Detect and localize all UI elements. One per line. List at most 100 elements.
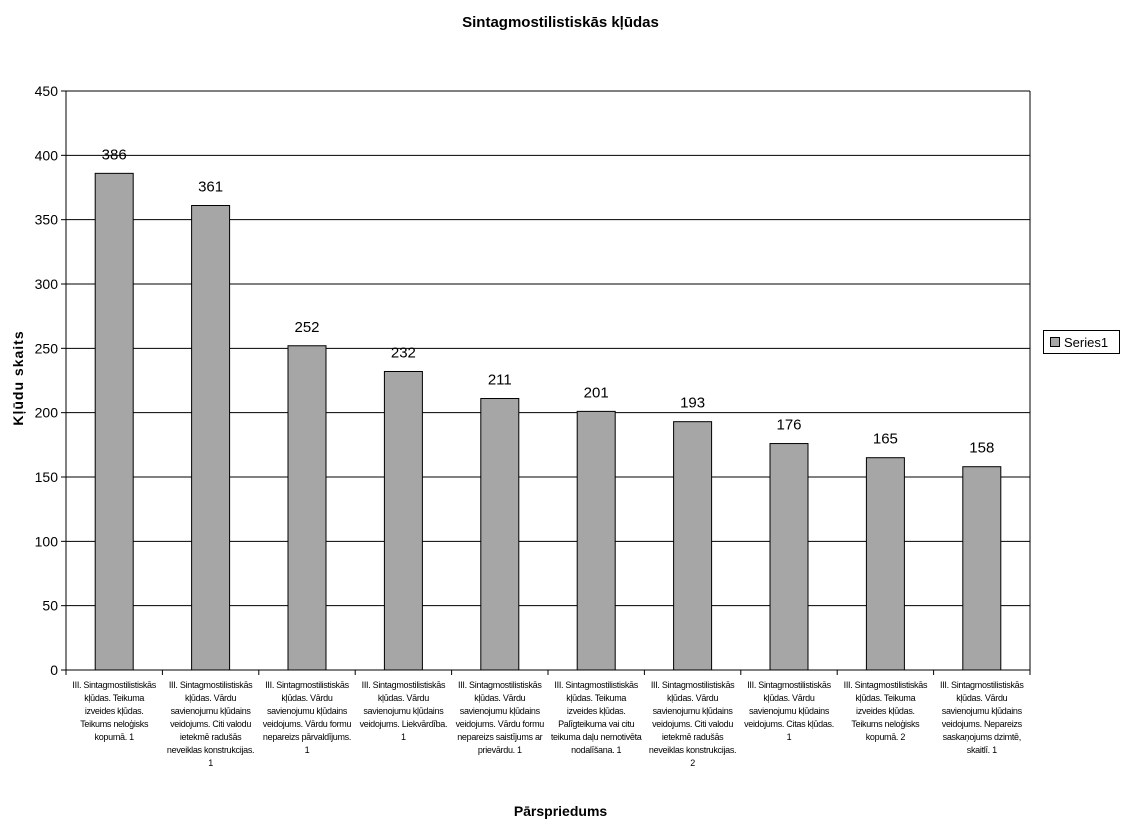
x-category-label-line: saskaņojums dzimtē, xyxy=(942,732,1022,742)
x-category-label-line: savienojumu kļūdains xyxy=(363,706,444,716)
x-category-label-line: kļūdas. Teikuma xyxy=(84,693,145,703)
x-category-label-line: kļūdas. Vārdu xyxy=(667,693,719,703)
x-category-label: III. Sintagmostilistiskās kļūdas. Vārdu sa… xyxy=(740,679,838,744)
x-category-label-line: kopumā. 2 xyxy=(865,732,906,742)
x-category-label-line: kļūdas. Vārdu xyxy=(763,693,815,703)
x-category-label: III. Sintagmostilistiskās kļūdas. Teikuma… xyxy=(836,679,934,744)
x-category-label-line: veidojums. Vārdu formu xyxy=(262,719,352,729)
x-category-label-line: 1 xyxy=(208,758,213,768)
bar xyxy=(673,421,713,671)
y-tick-label: 0 xyxy=(50,662,58,678)
x-category-label-line: veidojums. Vārdu formu xyxy=(455,719,545,729)
x-category-label-line: 1 xyxy=(786,732,792,742)
data-label: 165 xyxy=(873,431,898,448)
data-label: 211 xyxy=(488,372,512,389)
x-category-label-line: izveides kļūdas. xyxy=(84,706,144,716)
y-tick-label: 400 xyxy=(35,147,59,163)
bar xyxy=(480,398,520,671)
x-category-label-line: savienojumu kļūdains xyxy=(459,706,540,716)
x-category-label: III. Sintagmostilistiskās kļūdas. Vārdu sa… xyxy=(258,679,356,757)
bar xyxy=(287,345,327,671)
x-category-label-line: III. Sintagmostilistiskās xyxy=(940,680,1024,690)
x-category-label-line: 1 xyxy=(304,745,310,755)
x-category-label-line: Teikums neloģisks xyxy=(80,719,149,729)
x-category-label-line: savienojumu kļūdains xyxy=(941,706,1022,716)
x-category-label-line: III. Sintagmostilistiskās xyxy=(168,680,253,690)
x-category-label-line: teikuma daļu nemotivēta xyxy=(550,732,642,742)
data-label: 232 xyxy=(391,344,416,361)
x-category-label: III. Sintagmostilistiskās kļūdas. Vārdu sa… xyxy=(162,679,260,770)
x-category-label: III. Sintagmostilistiskās kļūdas. Vārdu sa… xyxy=(933,679,1031,757)
bars xyxy=(94,172,1002,671)
y-tick-label: 50 xyxy=(42,598,58,614)
y-tick-label: 350 xyxy=(35,212,59,228)
x-category-label-line: ietekmē radušās xyxy=(661,732,724,742)
y-tick-label: 450 xyxy=(35,83,59,99)
x-category-label-line: kļūdas. Teikuma xyxy=(855,693,916,703)
x-category-label-line: savienojumu kļūdains xyxy=(266,706,348,716)
x-category-label-line: Teikums neloģisks xyxy=(851,719,920,729)
x-category-label-line: nepareizs saistījums ar xyxy=(457,732,543,742)
bar xyxy=(94,172,134,671)
data-label: 193 xyxy=(680,395,705,412)
y-tick-label: 200 xyxy=(35,405,59,421)
bar xyxy=(191,205,231,671)
x-category-label-line: veidojums. Liekvārdība. xyxy=(359,719,448,729)
x-category-label: III. Sintagmostilistiskās kļūdas. Teikuma… xyxy=(547,679,645,757)
x-category-label-line: III. Sintagmostilistiskās xyxy=(72,680,156,690)
y-tick-labels: 0 50 100 150 200 250 300 350 400 450 xyxy=(35,83,59,678)
x-category-label-line: nodalīšana. 1 xyxy=(571,745,622,755)
legend: Series1 xyxy=(1043,330,1120,354)
x-category-label-line: III. Sintagmostilistiskās xyxy=(843,680,928,690)
y-tick-label: 250 xyxy=(35,340,59,356)
legend-series-label: Series1 xyxy=(1064,334,1109,350)
x-category-label-line: izveides kļūdas. xyxy=(566,706,626,716)
x-category-label-line: kļūdas. Vārdu xyxy=(956,693,1008,703)
bar xyxy=(769,443,809,671)
data-labels: 386 361 252 232 211 201 193 176 165 158 xyxy=(102,146,995,456)
x-category-label: III. Sintagmostilistiskās kļūdas. Vārdu sa… xyxy=(644,679,742,770)
data-label: 252 xyxy=(294,319,319,336)
chart-title: Sintagmostilistiskās kļūdas xyxy=(462,14,659,31)
x-category-label-line: III. Sintagmostilistiskās xyxy=(361,680,446,690)
x-category-label-line: skaitlī. 1 xyxy=(966,745,997,755)
x-category-label: III. Sintagmostilistiskās kļūdas. Vārdu sa… xyxy=(354,679,452,744)
x-category-label-line: 2 xyxy=(690,758,695,768)
x-category-label-line: neveiklas konstrukcijas. xyxy=(166,745,255,755)
x-category-label-line: kļūdas. Teikuma xyxy=(566,693,627,703)
data-label: 176 xyxy=(776,417,801,434)
x-category-label: III. Sintagmostilistiskās kļūdas. Vārdu sa… xyxy=(451,679,549,757)
x-category-label-line: kopumā. 1 xyxy=(94,732,135,742)
bar xyxy=(962,466,1002,671)
x-category-label-line: veidojums. Citi valodu xyxy=(170,719,252,729)
x-category-label-line: prievārdu. 1 xyxy=(477,745,522,755)
data-label: 158 xyxy=(969,440,994,457)
x-category-label-line: III. Sintagmostilistiskās xyxy=(265,680,349,690)
x-category-label-line: 1 xyxy=(401,732,406,742)
x-category-label-line: nepareizs pārvaldījums. xyxy=(262,732,352,742)
x-category-label-line: III. Sintagmostilistiskās xyxy=(458,680,542,690)
legend-swatch xyxy=(1050,337,1060,347)
x-category-label-line: kļūdas. Vārdu xyxy=(377,693,429,703)
x-category-label-line: izveides kļūdas. xyxy=(856,706,915,716)
x-category-label-line: neveiklas konstrukcijas. xyxy=(648,745,737,755)
x-category-label-line: veidojums. Citi valodu xyxy=(652,719,734,729)
y-tick-label: 150 xyxy=(35,469,59,485)
x-category-label-line: kļūdas. Vārdu xyxy=(185,693,237,703)
bar xyxy=(383,370,423,671)
x-category-label-line: kļūdas. Vārdu xyxy=(281,693,333,703)
data-label: 386 xyxy=(102,146,127,163)
x-axis-label: Pārspriedums xyxy=(513,803,608,819)
data-label: 361 xyxy=(198,179,223,196)
x-category-label-line: veidojums. Citas kļūdas. xyxy=(744,719,834,729)
x-category-label-line: kļūdas. Vārdu xyxy=(474,693,526,703)
data-label: 201 xyxy=(584,384,609,401)
x-category-label-line: III. Sintagmostilistiskās xyxy=(747,680,831,690)
x-category-label-line: ietekmē radušās xyxy=(179,732,242,742)
y-tick-label: 300 xyxy=(35,276,59,292)
x-category-label: III. Sintagmostilistiskās kļūdas. Teikuma… xyxy=(65,679,163,744)
x-category-label-line: Palīgteikuma vai citu xyxy=(558,719,635,729)
x-category-label-line: savienojumu kļūdains xyxy=(748,706,830,716)
x-category-label-line: veidojums. Nepareizs xyxy=(941,719,1022,729)
